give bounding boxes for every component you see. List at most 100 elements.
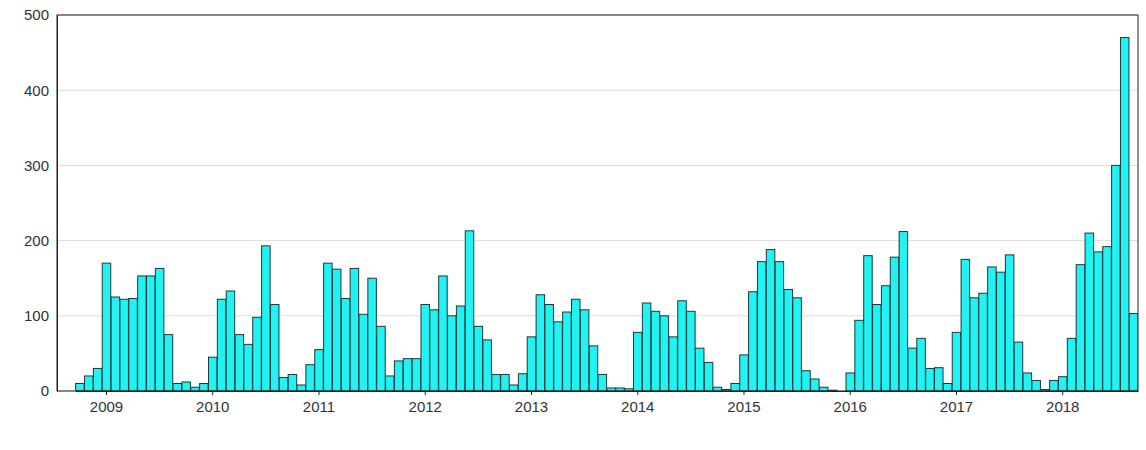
bar — [306, 365, 315, 391]
bar — [784, 289, 793, 391]
bar — [138, 276, 147, 391]
bar — [527, 337, 536, 391]
bar — [217, 299, 226, 391]
bar — [855, 320, 864, 391]
bar — [1112, 165, 1121, 391]
bar — [642, 303, 651, 391]
x-tick-mark — [531, 391, 532, 395]
bar — [129, 299, 138, 391]
bar — [1058, 377, 1067, 391]
bar — [864, 256, 873, 391]
x-tick-mark — [637, 391, 638, 395]
x-tick-label: 2018 — [1046, 398, 1079, 415]
bar — [545, 305, 554, 391]
bar — [926, 368, 935, 391]
x-tick-label: 2013 — [515, 398, 548, 415]
bar — [492, 374, 501, 391]
bar — [881, 286, 890, 391]
x-tick-label: 2009 — [90, 398, 123, 415]
bar — [465, 231, 474, 391]
x-tick-label: 2012 — [409, 398, 442, 415]
bar — [474, 326, 483, 391]
bar — [120, 299, 128, 391]
bar — [173, 383, 182, 391]
bar — [297, 385, 306, 391]
bar — [235, 335, 244, 391]
bar — [997, 272, 1006, 391]
y-tick-label: 200 — [24, 232, 49, 249]
y-tick: 200 — [24, 232, 57, 249]
bar — [695, 348, 704, 391]
y-tick: 400 — [24, 82, 57, 99]
bar — [678, 301, 687, 391]
bar — [757, 262, 766, 391]
bar — [1120, 38, 1129, 391]
bar — [802, 371, 811, 391]
x-tick-mark — [425, 391, 426, 395]
bar — [890, 257, 899, 391]
bar — [191, 387, 200, 391]
x-tick-mark — [212, 391, 213, 395]
x-tick: 2013 — [515, 391, 548, 415]
bar — [917, 338, 926, 391]
bar — [226, 291, 235, 391]
bar — [1094, 252, 1103, 391]
bar — [111, 297, 120, 391]
y-tick-label: 300 — [24, 157, 49, 174]
bar — [713, 387, 722, 391]
bar — [979, 293, 988, 391]
bar — [253, 317, 262, 391]
bar — [439, 276, 448, 391]
bar — [315, 350, 324, 391]
bar — [341, 299, 350, 391]
bar — [1005, 255, 1014, 391]
x-tick-mark — [850, 391, 851, 395]
bar — [669, 337, 678, 391]
bar — [1129, 314, 1138, 391]
bar — [200, 383, 209, 391]
bar — [749, 292, 758, 391]
bar — [651, 311, 660, 391]
x-tick-label: 2014 — [621, 398, 654, 415]
bar — [873, 305, 882, 391]
x-tick: 2014 — [621, 391, 654, 415]
bar — [633, 332, 642, 391]
y-tick-label: 500 — [24, 6, 49, 23]
bar — [518, 374, 527, 391]
x-tick: 2012 — [409, 391, 442, 415]
bar — [961, 259, 970, 391]
x-tick: 2011 — [303, 391, 335, 415]
x-tick-label: 2016 — [834, 398, 867, 415]
bar — [775, 262, 784, 391]
y-tick-label: 100 — [24, 307, 49, 324]
bar — [740, 355, 749, 391]
bar — [182, 382, 191, 391]
y-tick: 100 — [24, 307, 57, 324]
bar — [536, 295, 545, 391]
bar — [580, 310, 589, 391]
bar — [589, 346, 598, 391]
bar — [988, 267, 997, 391]
bar — [288, 374, 297, 391]
x-tick-label: 2010 — [196, 398, 229, 415]
bar — [76, 383, 85, 391]
bar — [483, 340, 492, 391]
grid-line — [57, 90, 1138, 91]
bar — [324, 263, 333, 391]
bar — [421, 305, 430, 391]
bar — [793, 298, 802, 391]
bar — [1076, 265, 1085, 391]
bar — [563, 312, 572, 391]
bar — [731, 383, 740, 391]
x-tick-mark — [1062, 391, 1063, 395]
y-axis: 0100200300400500 — [24, 6, 58, 399]
bar — [332, 269, 341, 391]
bar — [368, 278, 377, 391]
bar — [102, 263, 111, 391]
x-tick-mark — [956, 391, 957, 395]
bar — [244, 344, 253, 391]
bar — [1085, 233, 1094, 391]
bar — [908, 348, 917, 391]
bar — [811, 379, 820, 391]
bar — [501, 374, 510, 391]
